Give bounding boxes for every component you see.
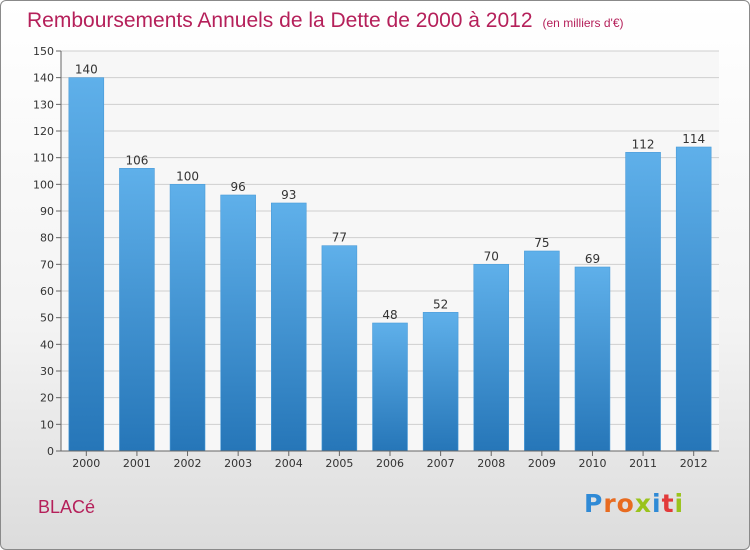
x-tick-label: 2006 (376, 457, 404, 470)
bar-2007 (422, 312, 459, 452)
data-label: 140 (75, 63, 98, 77)
x-tick-label: 2004 (275, 457, 303, 470)
bar-2000 (68, 77, 105, 452)
x-tick-label: 2011 (629, 457, 657, 470)
y-tick-label: 70 (40, 258, 54, 271)
y-tick-label: 100 (33, 178, 54, 191)
logo-letter: i (674, 489, 685, 518)
y-tick-label: 140 (33, 72, 54, 85)
bar-2009 (524, 250, 560, 452)
data-label: 75 (534, 236, 549, 250)
y-tick-label: 80 (40, 232, 54, 245)
x-tick-label: 2002 (174, 457, 202, 470)
y-tick-label: 150 (33, 45, 54, 58)
x-tick-label: 2008 (477, 457, 505, 470)
y-tick-label: 0 (47, 445, 54, 458)
y-tick-label: 10 (40, 418, 54, 431)
x-tick-label: 2001 (123, 457, 151, 470)
data-label: 69 (585, 252, 600, 266)
y-tick-label: 90 (40, 205, 54, 218)
chart-title: Remboursements Annuels de la Dette de 20… (27, 9, 624, 33)
data-label: 100 (176, 169, 199, 183)
data-label: 96 (231, 180, 246, 194)
logo-letter: o (616, 489, 635, 518)
data-label: 106 (125, 153, 148, 167)
commune-name: BLACé (38, 497, 96, 517)
y-tick-label: 120 (33, 125, 54, 138)
bar-2010 (574, 266, 611, 452)
y-tick-label: 50 (40, 312, 54, 325)
title-text: Remboursements Annuels de la Dette de 20… (27, 9, 533, 32)
y-tick-label: 30 (40, 365, 54, 378)
bar-2004 (271, 202, 307, 452)
y-tick-label: 130 (33, 98, 54, 111)
x-tick-label: 2003 (224, 457, 252, 470)
chart-subtitle: (en milliers d'€) (542, 16, 624, 30)
logo-letter: i (652, 489, 662, 518)
data-label: 93 (281, 188, 296, 202)
bar-2001 (119, 168, 155, 452)
data-label: 112 (632, 137, 655, 151)
bar-2005 (321, 245, 358, 452)
proxiti-logo: Proxiti (584, 489, 684, 518)
bar-2008 (473, 264, 509, 452)
data-label: 52 (433, 297, 448, 311)
x-tick-label: 2005 (325, 457, 353, 470)
data-label: 70 (484, 249, 499, 263)
bar-2006 (372, 322, 408, 452)
logo-letter: r (603, 489, 617, 518)
y-tick-label: 40 (40, 338, 54, 351)
x-tick-label: 2007 (427, 457, 455, 470)
y-tick-label: 110 (33, 152, 54, 165)
bar-2011 (625, 152, 661, 452)
x-tick-label: 2000 (72, 457, 100, 470)
x-tick-label: 2010 (578, 457, 606, 470)
logo-letter: t (661, 489, 675, 518)
y-tick-label: 60 (40, 285, 54, 298)
x-tick-label: 2012 (680, 457, 708, 470)
data-label: 48 (382, 308, 397, 322)
bar-2003 (220, 194, 256, 452)
x-tick-label: 2009 (528, 457, 556, 470)
logo-letter: x (634, 489, 652, 518)
data-label: 77 (332, 231, 347, 245)
data-label: 114 (682, 132, 705, 146)
bar-2012 (675, 146, 712, 452)
y-tick-label: 20 (40, 392, 54, 405)
logo-letter: P (584, 489, 604, 518)
bar-2002 (169, 184, 206, 452)
